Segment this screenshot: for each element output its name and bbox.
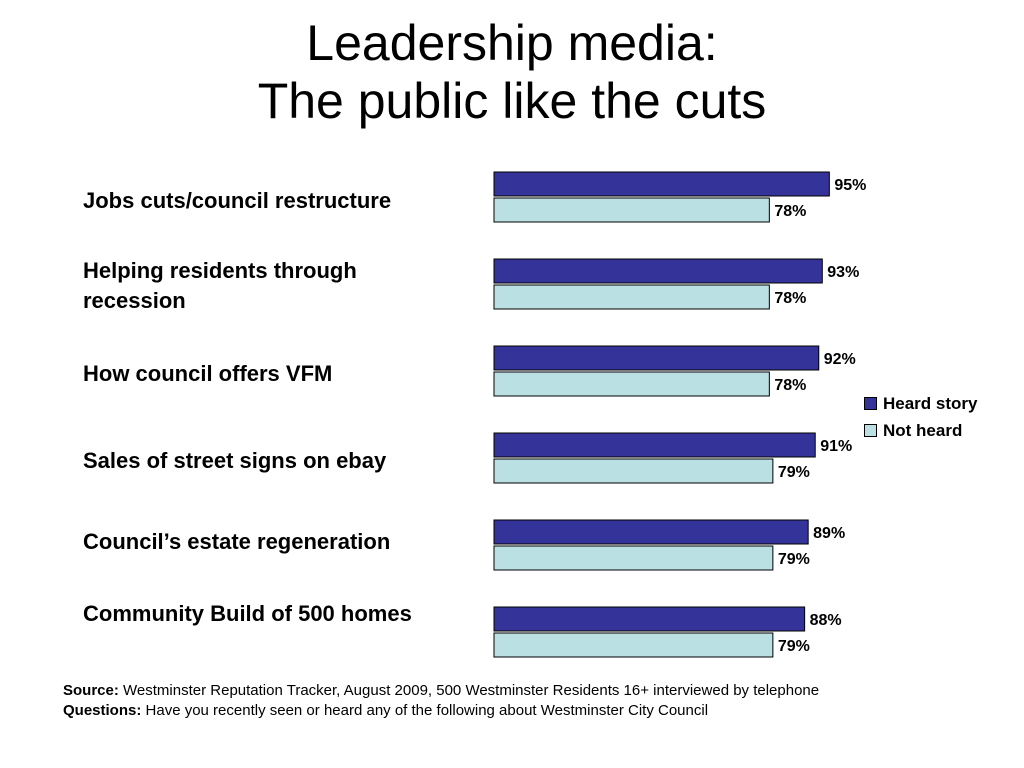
chart-title-line-2: The public like the cuts (257, 73, 767, 129)
chart-title: Leadership media: The public like the cu… (0, 14, 1024, 130)
bar-heard-story-council-s-estate-regeneration (493, 519, 809, 545)
category-label-council-s-estate-regeneration: Council’s estate regeneration (83, 529, 391, 554)
source-note: Source: Westminster Reputation Tracker, … (63, 681, 863, 701)
bar-heard-story-how-council-offers-vfm (493, 345, 820, 371)
bar-heard-story-jobs-cuts-council-restructure (493, 171, 830, 197)
category-label-sales-of-street-signs-on-ebay: Sales of street signs on ebay (83, 448, 387, 473)
bar-not-heard-council-s-estate-regeneration (493, 545, 774, 571)
legend: Heard story Not heard (864, 390, 977, 444)
data-label-heard-story-community-build-of-500-homes: 88% (810, 612, 842, 629)
data-label-not-heard-community-build-of-500-homes: 79% (778, 638, 810, 655)
chart-title-line-1: Leadership media: (306, 15, 718, 71)
data-label-not-heard-how-council-offers-vfm: 78% (774, 377, 806, 394)
questions-note: Questions: Have you recently seen or hea… (63, 701, 863, 721)
legend-swatch-heard-story (864, 397, 877, 410)
bar-not-heard-sales-of-street-signs-on-ebay (493, 458, 774, 484)
source-label: Source: (63, 682, 119, 699)
data-label-heard-story-helping-residents-through-recession: 93% (827, 264, 859, 281)
data-label-heard-story-how-council-offers-vfm: 92% (824, 351, 856, 368)
category-label-community-build-of-500-homes: Community Build of 500 homes (83, 601, 412, 626)
bar-not-heard-helping-residents-through-recession (493, 284, 770, 310)
bar-heard-story-community-build-of-500-homes (493, 606, 806, 632)
legend-item-heard-story: Heard story (864, 390, 977, 417)
data-label-heard-story-jobs-cuts-council-restructure: 95% (834, 177, 866, 194)
bar-not-heard-jobs-cuts-council-restructure (493, 197, 770, 223)
data-label-heard-story-council-s-estate-regeneration: 89% (813, 525, 845, 542)
data-label-not-heard-council-s-estate-regeneration: 79% (778, 551, 810, 568)
data-label-not-heard-sales-of-street-signs-on-ebay: 79% (778, 464, 810, 481)
bar-heard-story-sales-of-street-signs-on-ebay (493, 432, 816, 458)
bar-heard-story-helping-residents-through-recession (493, 258, 823, 284)
data-label-not-heard-jobs-cuts-council-restructure: 78% (774, 203, 806, 220)
legend-swatch-not-heard (864, 424, 877, 437)
bar-not-heard-community-build-of-500-homes (493, 632, 774, 658)
legend-label-heard-story: Heard story (883, 393, 978, 413)
legend-label-not-heard: Not heard (883, 420, 963, 440)
data-label-not-heard-helping-residents-through-recession: 78% (774, 290, 806, 307)
category-label-helping-residents-through-recession: Helping residents through recession (83, 258, 357, 313)
footer-notes: Source: Westminster Reputation Tracker, … (63, 681, 863, 721)
data-label-heard-story-sales-of-street-signs-on-ebay: 91% (820, 438, 852, 455)
source-text: Westminster Reputation Tracker, August 2… (123, 682, 820, 699)
category-label-jobs-cuts-council-restructure: Jobs cuts/council restructure (83, 188, 392, 213)
legend-item-not-heard: Not heard (864, 417, 977, 444)
category-label-how-council-offers-vfm: How council offers VFM (83, 361, 333, 386)
questions-text: Have you recently seen or heard any of t… (145, 702, 709, 719)
bar-not-heard-how-council-offers-vfm (493, 371, 770, 397)
questions-label: Questions: (63, 702, 142, 719)
